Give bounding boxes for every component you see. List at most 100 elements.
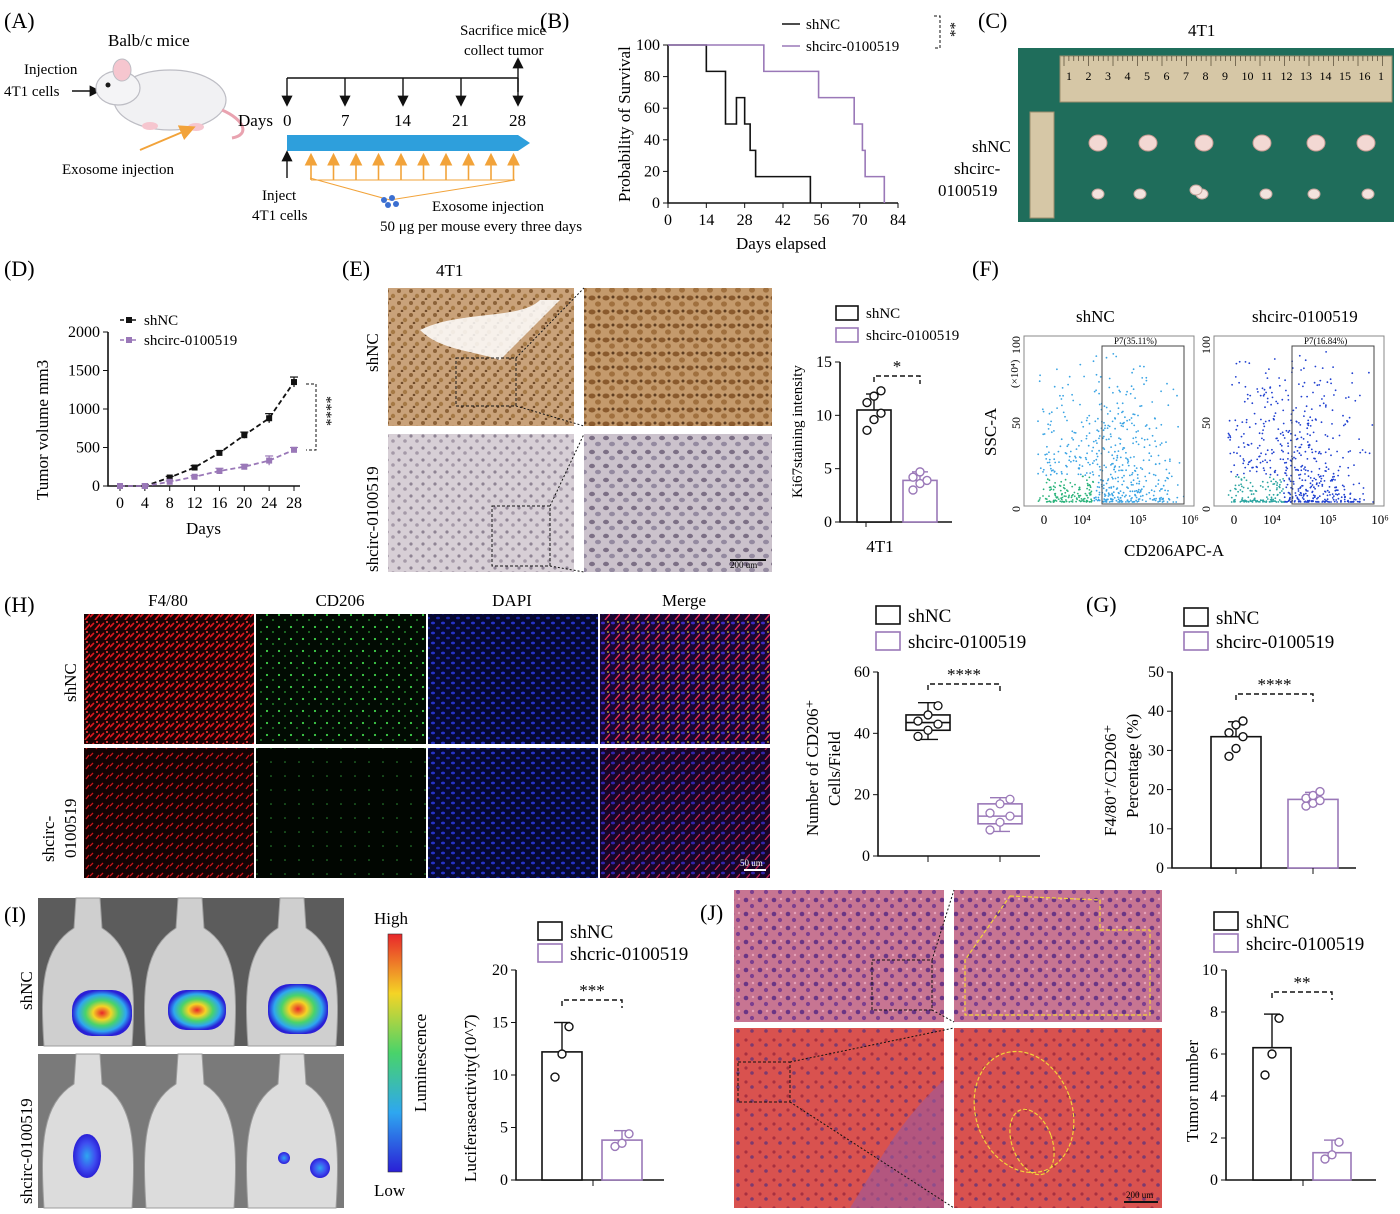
flow-event <box>1079 456 1082 459</box>
flow-event <box>1242 442 1245 444</box>
flow-event <box>1167 497 1170 500</box>
flow-event <box>1131 473 1133 476</box>
flow-event <box>1296 437 1299 440</box>
flow-event <box>1122 422 1125 425</box>
box-axes <box>877 672 1040 857</box>
survival-ytick-label: 0 <box>652 195 660 212</box>
flow-event <box>1309 425 1312 427</box>
flow-event <box>1282 458 1285 461</box>
flow-event <box>1336 450 1338 453</box>
flow-event <box>1313 381 1316 384</box>
volume-ylabel: Tumor volume mm3 <box>33 360 52 500</box>
flow-event <box>1287 445 1290 447</box>
flow-event <box>1115 488 1118 490</box>
injection-cells-label: 4T1 cells <box>4 84 60 100</box>
flow-event <box>1069 482 1072 484</box>
flow-event <box>1288 477 1291 480</box>
flow-event <box>1298 422 1300 424</box>
flow-event <box>1111 454 1114 457</box>
flow-event <box>1316 497 1318 500</box>
flow-event <box>1303 415 1305 417</box>
flow-event <box>1038 499 1041 501</box>
flow-event <box>1295 407 1297 409</box>
flow-event <box>1342 414 1344 417</box>
flow-event <box>1128 495 1131 497</box>
flow-event <box>1283 479 1286 482</box>
flow-event <box>1246 393 1249 396</box>
flow-event <box>1143 365 1145 368</box>
flow-event <box>1157 479 1160 482</box>
flow-event <box>1295 494 1297 497</box>
flow-event <box>1063 487 1066 490</box>
flow-event <box>1255 465 1258 468</box>
inject-cells-label: 4T1 cells <box>252 208 308 224</box>
flow-event <box>1138 482 1140 485</box>
flow-event <box>1283 496 1286 499</box>
flow-event <box>1260 418 1262 421</box>
flow-event <box>1091 450 1093 452</box>
flow-event <box>1331 423 1333 425</box>
flow-event <box>1256 499 1259 502</box>
flow-event <box>1118 466 1121 468</box>
flow-event <box>1118 469 1120 472</box>
flow-event <box>1105 489 1108 491</box>
bar-ytick-label: 15 <box>816 354 832 371</box>
ihc-shcirc-zoom-box <box>491 505 551 567</box>
flow-event <box>1303 381 1306 384</box>
volume-point <box>141 483 148 489</box>
flow-event <box>1257 391 1259 393</box>
flow-event <box>1331 476 1334 478</box>
flow-event <box>1303 410 1306 413</box>
lum-signal-shnc-2 <box>168 990 226 1030</box>
flow-event <box>1072 459 1075 462</box>
bar-point <box>557 1049 567 1059</box>
flow-event <box>1164 479 1167 482</box>
flow-event <box>1146 438 1149 441</box>
flow-event <box>1165 441 1167 443</box>
panel-i-row-shnc: shNC <box>17 971 36 1010</box>
ruler-number: 9 <box>1222 69 1228 83</box>
flow-event <box>1159 498 1161 501</box>
flow-event <box>1098 499 1101 502</box>
flow-gate-label: P7(35.11%) <box>1114 336 1157 346</box>
flow-event <box>1336 493 1339 496</box>
flow-event <box>1089 484 1091 487</box>
flow-event <box>1263 388 1266 391</box>
flow-event <box>1272 498 1275 501</box>
flow-event <box>1054 486 1056 489</box>
flow-event <box>1256 447 1259 449</box>
flow-event <box>1119 390 1121 393</box>
flow-event <box>1098 403 1101 406</box>
flow-event <box>1053 458 1056 461</box>
bar-legend-label: shcirc-0100519 <box>1216 632 1334 653</box>
flow-event <box>1306 433 1309 435</box>
flow-event <box>1123 495 1126 498</box>
flow-event <box>1299 486 1302 489</box>
flow-event <box>1320 452 1322 455</box>
flow-event <box>1102 435 1105 438</box>
flow-event <box>1230 501 1233 503</box>
ruler-numbers: 1 2 3 4 5 6 7 8 9 10 11 12 13 14 15 16 1 <box>1063 56 1384 83</box>
flow-event <box>1065 500 1068 503</box>
flow-event <box>1058 484 1061 487</box>
flow-xlabel: CD206APC-A <box>1124 541 1225 560</box>
bar-ytick-label: 2 <box>1210 1130 1218 1147</box>
flow-event <box>1312 494 1315 497</box>
flow-event <box>1045 481 1048 484</box>
flow-event <box>1039 467 1042 470</box>
flow-event <box>1363 499 1365 501</box>
if-column-header: DAPI <box>492 591 532 610</box>
he-shcirc-high <box>954 1028 1162 1208</box>
survival-legend-label: shNC <box>806 17 840 33</box>
flow-event <box>1237 476 1240 479</box>
flow-event <box>1137 414 1139 417</box>
flow-event <box>1059 500 1062 503</box>
flow-event <box>1098 381 1100 383</box>
flow-event <box>1087 461 1090 464</box>
flow-event <box>1321 367 1324 369</box>
flow-event <box>1107 424 1110 427</box>
flow-event <box>1300 369 1302 371</box>
sacrifice-label: Sacrifice mice <box>460 23 547 39</box>
ruler-number: 8 <box>1203 69 1209 83</box>
